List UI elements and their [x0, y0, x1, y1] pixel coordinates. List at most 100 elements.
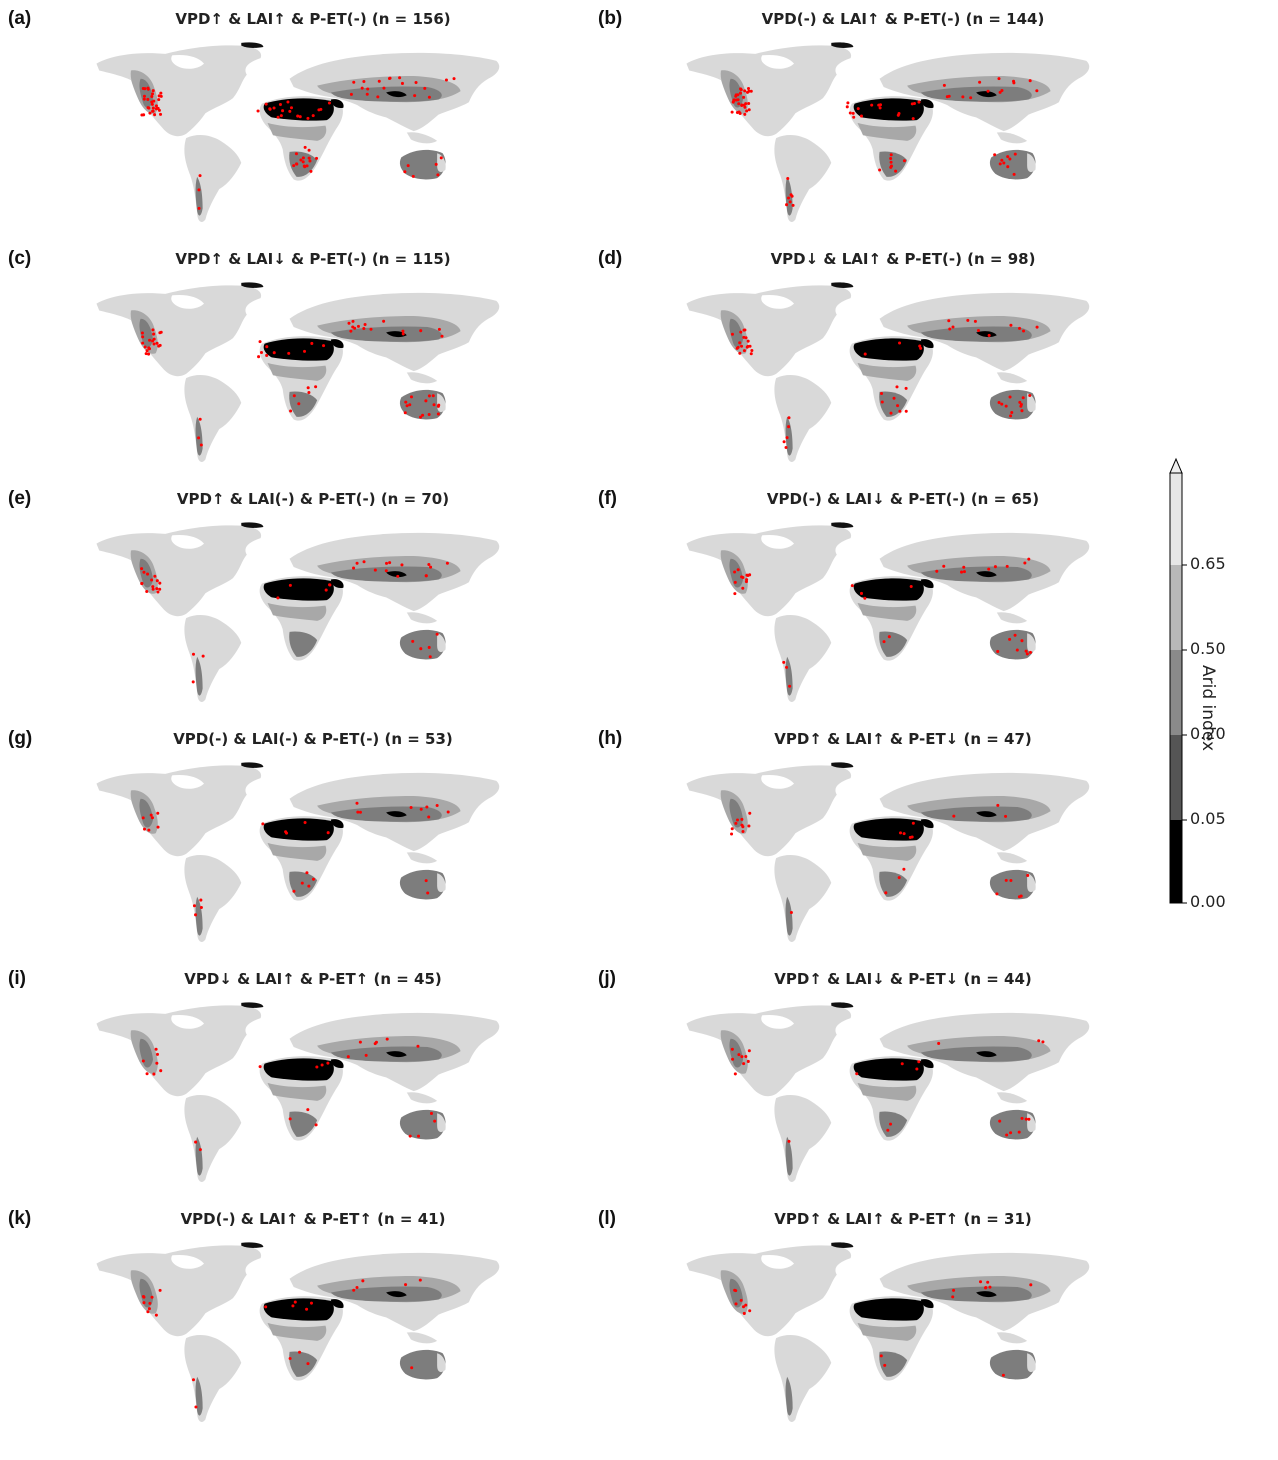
site-point [423, 86, 427, 90]
land-region [330, 326, 442, 342]
panel-letter: (f) [598, 488, 617, 509]
map-panel: (l) VPD↑ & LAI↑ & P-ET↑ (n = 31) [598, 1208, 1218, 1440]
site-point [289, 409, 293, 413]
land-region [920, 1286, 1032, 1302]
site-point [952, 1288, 956, 1292]
site-point [791, 203, 795, 207]
site-point [782, 440, 786, 444]
site-point [878, 106, 882, 110]
site-point [151, 89, 155, 93]
site-point [1013, 152, 1017, 156]
land-region [96, 45, 262, 137]
site-point [904, 386, 908, 390]
land-region [184, 375, 242, 462]
site-point [935, 569, 939, 573]
site-point [743, 89, 747, 93]
site-point [986, 89, 990, 93]
site-point [966, 318, 970, 322]
land-region [729, 318, 743, 348]
site-point [733, 1288, 737, 1292]
site-point [289, 106, 293, 110]
land-region [184, 135, 242, 222]
site-point [745, 578, 749, 582]
site-point [1004, 404, 1008, 408]
site-point [199, 898, 203, 902]
land-region [853, 338, 924, 361]
land-region [976, 91, 997, 98]
land-region [399, 629, 446, 660]
land-region [406, 372, 438, 384]
site-point [1018, 400, 1022, 404]
land-region [989, 869, 1036, 900]
panel-letter: (g) [8, 728, 33, 749]
site-point [744, 1054, 748, 1058]
site-point [995, 892, 999, 896]
site-point [904, 409, 908, 413]
land-region [139, 798, 153, 828]
site-point [731, 1057, 735, 1061]
site-point [257, 355, 261, 359]
site-point [1023, 561, 1027, 565]
site-point [733, 570, 737, 574]
site-point [427, 412, 431, 416]
land-region [330, 1046, 442, 1062]
site-point [147, 828, 151, 832]
site-point [734, 94, 738, 98]
land-region [171, 1014, 205, 1029]
land-region [263, 1298, 334, 1321]
map-panel: (j) VPD↑ & LAI↓ & P-ET↓ (n = 44) [598, 968, 1218, 1200]
site-point [401, 329, 405, 333]
site-point [265, 345, 269, 349]
land-region [96, 1005, 262, 1097]
site-point [909, 585, 913, 589]
land-region [686, 1005, 852, 1097]
site-point [1012, 172, 1016, 176]
site-point [435, 804, 439, 808]
site-point [736, 98, 740, 102]
site-point [437, 327, 441, 331]
site-point [902, 159, 906, 163]
site-point [911, 117, 915, 121]
site-point [784, 446, 788, 450]
site-point [740, 344, 744, 348]
site-point [306, 1108, 310, 1112]
site-point [740, 817, 744, 821]
site-point [787, 196, 791, 200]
land-region [996, 1332, 1028, 1344]
site-point [1015, 648, 1019, 652]
map-panel: (i) VPD↓ & LAI↑ & P-ET↑ (n = 45) [8, 968, 628, 1200]
site-point [418, 1278, 422, 1282]
site-point [140, 331, 144, 335]
site-point [746, 574, 750, 578]
site-point [855, 1072, 859, 1076]
site-point [154, 1313, 158, 1317]
site-point [738, 351, 742, 355]
land-region [996, 132, 1028, 144]
site-point [324, 588, 328, 592]
site-point [896, 404, 900, 408]
site-point [297, 402, 301, 406]
site-point [742, 1311, 746, 1315]
site-point [404, 400, 408, 404]
site-point [268, 107, 272, 111]
site-point [848, 111, 852, 115]
site-point [734, 1302, 738, 1306]
site-point [744, 336, 748, 340]
panel-title: VPD↑ & LAI↓ & P-ET(-) (n = 115) [175, 250, 451, 268]
site-point [352, 1288, 356, 1292]
site-point [309, 169, 313, 173]
land-region [920, 86, 1032, 102]
site-point [741, 825, 745, 829]
site-point [962, 565, 966, 569]
site-point [157, 98, 161, 102]
land-region [1027, 1113, 1036, 1133]
site-point [272, 106, 276, 110]
site-point [258, 340, 262, 344]
site-point [889, 160, 893, 164]
site-point [351, 319, 355, 323]
land-region [774, 615, 832, 702]
site-point [889, 411, 893, 415]
site-point [401, 332, 405, 336]
site-point [314, 385, 318, 389]
site-point [362, 327, 366, 331]
